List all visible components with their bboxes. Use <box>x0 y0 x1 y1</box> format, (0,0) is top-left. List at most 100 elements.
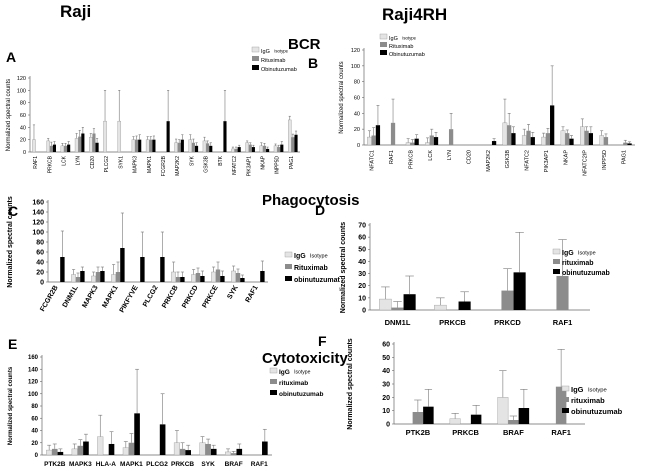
bar-a-2-18 <box>294 134 298 152</box>
y-tick-label: 120 <box>17 76 26 82</box>
x-category-label: INPP5D <box>602 150 608 170</box>
legend-swatch <box>270 379 277 384</box>
x-category-label: DNM1L <box>385 318 411 327</box>
bar-b-2-13 <box>627 143 632 145</box>
x-category-label: PLCG2 <box>146 461 168 468</box>
x-category-label: PIK3AP1 <box>544 150 550 172</box>
legend-swatch <box>270 390 277 395</box>
x-category-label: PLCG2 <box>104 156 110 173</box>
legend-label: rituximab <box>562 260 594 267</box>
legend-swatch <box>284 251 293 258</box>
bcr-section-title: BCR <box>288 36 321 53</box>
x-category-label: SYK <box>189 155 195 166</box>
phagocytosis-section-title: Phagocytosis <box>262 192 360 209</box>
x-category-label: CD20 <box>466 150 472 164</box>
y-tick-label: 0 <box>362 307 366 314</box>
panel-letter: A <box>6 49 16 65</box>
bar-b-1-0 <box>371 135 376 145</box>
x-category-label: PAG1 <box>289 156 295 169</box>
x-category-label: RAF1 <box>389 150 395 164</box>
bar-f-2-0 <box>423 406 434 424</box>
bar-c-1-8 <box>215 269 221 282</box>
x-category-label: LCK <box>428 150 434 161</box>
bar-c-2-0 <box>60 257 65 282</box>
y-tick-label: 60 <box>354 95 360 101</box>
y-tick-label: 0 <box>357 143 360 149</box>
legend-isotype-label: Isotype <box>588 388 607 394</box>
bar-b-2-6 <box>491 141 497 145</box>
x-category-label: MAPK1 <box>147 156 153 173</box>
bar-a-1-18 <box>291 137 295 152</box>
x-category-label: PRKCD <box>494 318 521 327</box>
bar-c-2-8 <box>220 276 225 282</box>
x-category-label: BRAF <box>503 428 524 437</box>
y-tick-label: 140 <box>32 209 44 216</box>
bar-b-2-11 <box>588 133 593 145</box>
bar-d-1-2 <box>501 290 514 310</box>
x-category-label: PRKCB <box>408 150 414 169</box>
bar-a-1-11 <box>191 142 195 152</box>
y-tick-label: 100 <box>32 229 44 236</box>
legend-label: IgG <box>279 369 290 376</box>
legend-label: IgG <box>389 36 398 42</box>
x-category-label: GSK3B <box>204 155 210 172</box>
legend-swatch <box>561 385 570 392</box>
legend-label: IgG <box>294 253 306 260</box>
bar-e-2-6 <box>210 448 217 455</box>
legend-label: Rituximab <box>294 265 328 272</box>
x-category-label: PRKCB <box>47 155 53 173</box>
x-category-label: PRKCB <box>452 428 479 437</box>
y-tick-label: 40 <box>382 368 390 375</box>
legend-swatch <box>380 42 387 47</box>
bar-e-2-1 <box>83 441 89 455</box>
y-tick-label: 40 <box>358 259 366 266</box>
bar-a-1-17 <box>277 147 281 152</box>
bar-f-0-2 <box>497 397 509 425</box>
x-category-label: RAF1 <box>551 428 571 437</box>
bar-a-1-1 <box>49 145 53 152</box>
legend-swatch <box>552 248 561 255</box>
bar-e-2-3 <box>134 413 140 455</box>
y-tick-label: 0 <box>35 453 39 459</box>
legend-label: IgG <box>562 250 574 257</box>
x-category-label: MAP2K2 <box>175 156 181 176</box>
bar-a-1-3 <box>78 136 82 152</box>
bar-e-1-7 <box>230 453 237 455</box>
bar-e-2-0 <box>57 451 64 455</box>
panel-letter: F <box>318 333 327 349</box>
bar-a-2-16 <box>266 148 270 152</box>
y-tick-label: 60 <box>36 249 44 256</box>
y-tick-label: 20 <box>354 127 360 133</box>
bar-c-2-7 <box>200 276 205 282</box>
bar-e-1-6 <box>205 443 211 455</box>
y-tick-label: 100 <box>17 88 26 94</box>
bar-d-1-0 <box>391 307 404 310</box>
left-header: Raji <box>60 2 92 21</box>
x-category-label: LYN <box>76 156 82 166</box>
x-category-label: NKAP <box>563 150 569 165</box>
bar-c-2-9 <box>240 278 245 282</box>
y-tick-label: 40 <box>354 111 360 117</box>
y-tick-label: 20 <box>31 441 38 447</box>
bar-b-1-11 <box>584 130 589 145</box>
bar-a-2-15 <box>251 147 255 152</box>
legend-label: IgG <box>571 385 584 394</box>
x-category-label: PIK3AP1 <box>246 156 252 177</box>
bar-a-2-4 <box>95 142 99 152</box>
y-axis-title: Normalized spectral counts <box>7 196 14 288</box>
legend-label: rituximab <box>279 380 308 387</box>
y-tick-label: 0 <box>40 279 44 286</box>
x-category-label: NFATC2IP <box>583 150 589 176</box>
legend-swatch <box>252 56 259 61</box>
cytotoxicity-section-title: Cytotoxicity <box>262 350 348 367</box>
bar-e-2-7 <box>236 448 243 455</box>
bar-a-2-3 <box>81 133 85 152</box>
legend-swatch <box>285 276 292 281</box>
bar-b-1-8 <box>526 130 531 145</box>
bar-c-2-6 <box>180 277 185 282</box>
bar-b-1-1 <box>390 122 396 145</box>
x-category-label: BTK <box>218 155 224 165</box>
